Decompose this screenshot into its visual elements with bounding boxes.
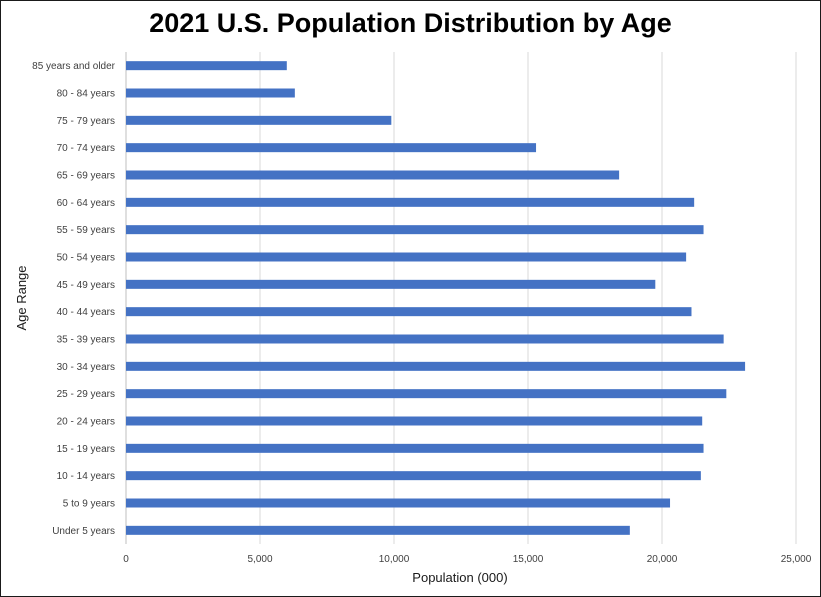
y-tick-label: 75 - 79 years	[57, 116, 115, 127]
x-axis-label: Population (000)	[412, 570, 507, 585]
gridlines	[125, 52, 797, 544]
bar	[126, 443, 704, 453]
y-tick-label: 25 - 29 years	[57, 389, 115, 400]
y-tick-label: 10 - 14 years	[57, 471, 115, 482]
y-tick-label: 60 - 64 years	[57, 198, 115, 209]
y-tick-label: 15 - 19 years	[57, 444, 115, 455]
y-tick-labels: Under 5 years 5 to 9 years 10 - 14 years 15…	[32, 61, 116, 537]
x-tick-label: 10,000	[379, 554, 410, 565]
x-tick-label: 0	[123, 554, 129, 565]
bar	[126, 361, 746, 371]
bar	[126, 307, 692, 317]
bar	[126, 334, 724, 344]
bar	[126, 416, 703, 426]
bars	[126, 61, 746, 535]
y-tick-label: 20 - 24 years	[57, 417, 115, 428]
y-tick-label: 45 - 49 years	[57, 280, 115, 291]
bar	[126, 170, 620, 180]
y-tick-label: 65 - 69 years	[57, 171, 115, 182]
x-tick-label: 25,000	[781, 554, 812, 565]
y-tick-label: 70 - 74 years	[57, 143, 115, 154]
bar	[126, 389, 727, 399]
bar	[126, 88, 295, 98]
bar	[126, 525, 630, 535]
y-tick-label: 40 - 44 years	[57, 307, 115, 318]
bar	[126, 279, 656, 289]
y-tick-label: Under 5 years	[52, 526, 115, 537]
bar	[126, 225, 704, 235]
bar	[126, 143, 537, 153]
y-tick-label: 35 - 39 years	[57, 335, 115, 346]
y-tick-label: 85 years and older	[32, 61, 116, 72]
chart-title: 2021 U.S. Population Distribution by Age	[149, 8, 672, 38]
bar	[126, 61, 287, 71]
y-axis-label: Age Range	[14, 265, 29, 330]
bar	[126, 252, 687, 262]
bar	[126, 498, 671, 508]
y-tick-label: 5 to 9 years	[63, 499, 115, 510]
bar	[126, 197, 695, 207]
y-tick-label: 50 - 54 years	[57, 253, 115, 264]
x-tick-label: 5,000	[247, 554, 272, 565]
bar	[126, 471, 701, 481]
bar	[126, 115, 392, 125]
y-tick-label: 30 - 34 years	[57, 362, 115, 373]
y-tick-label: 80 - 84 years	[57, 89, 115, 100]
y-tick-label: 55 - 59 years	[57, 225, 115, 236]
x-tick-label: 20,000	[647, 554, 678, 565]
x-tick-label: 15,000	[513, 554, 544, 565]
x-tick-labels: 0 5,000 10,000 15,000 20,000 25,000	[123, 554, 812, 565]
